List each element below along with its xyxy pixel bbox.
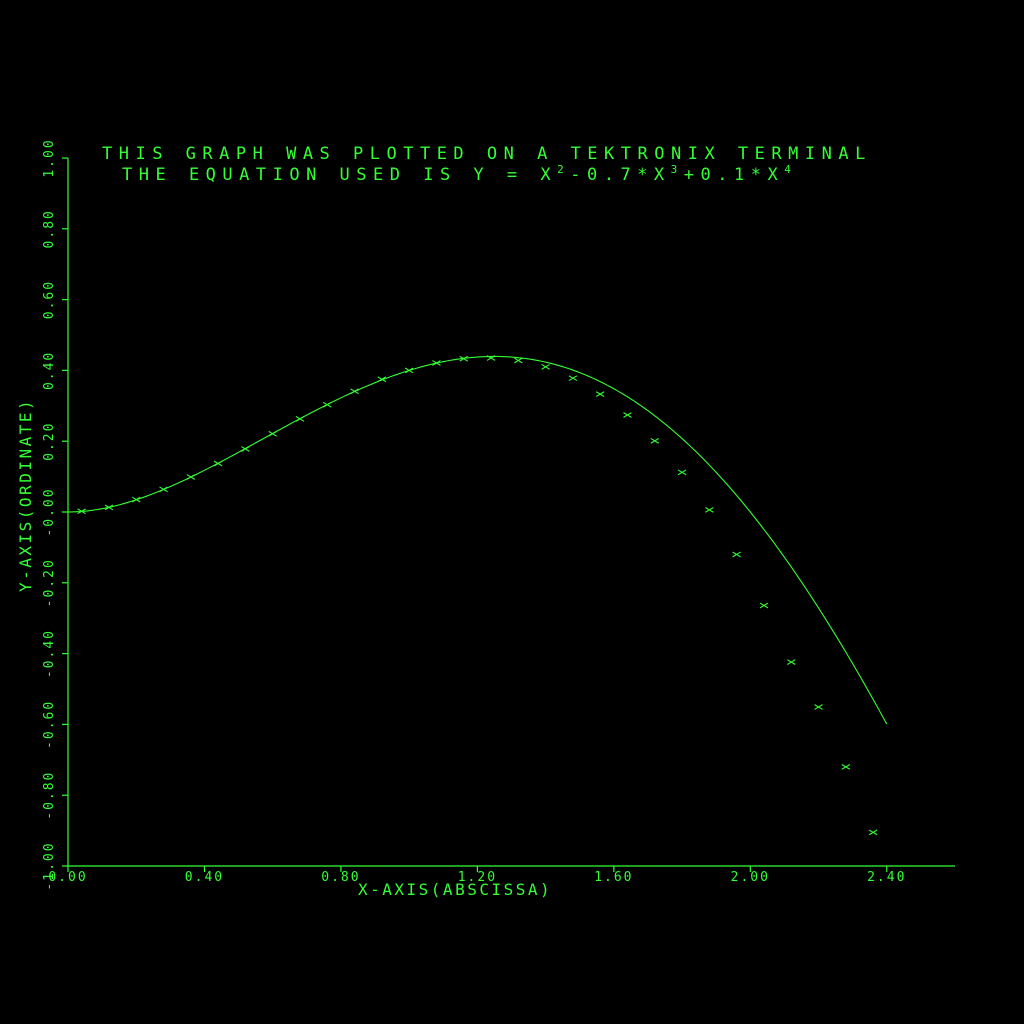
data-point-marker	[568, 375, 578, 382]
x-tick-label: 1.20	[458, 870, 497, 885]
y-axis-label: Y-AXIS(ORDINATE)	[16, 398, 35, 592]
y-tick-label: 0.20	[42, 422, 57, 461]
y-ticks: -1.00 -0.80 -0.60 -0.40 -0.20 -0.00 0.20 0.40 0.…	[42, 138, 68, 891]
data-point-marker	[322, 401, 332, 408]
data-point-marker	[868, 829, 878, 836]
data-point-marker	[623, 412, 632, 418]
y-tick-label: 0.80	[42, 209, 57, 248]
y-tick-label: -0.00	[42, 487, 57, 536]
x-tick-label: 0.40	[185, 870, 224, 885]
data-point-marker	[404, 367, 414, 374]
data-point-marker	[650, 437, 660, 444]
data-point-marker	[541, 363, 550, 370]
data-point-marker	[241, 446, 250, 452]
subtitle-exponent-1: 2	[557, 163, 570, 176]
subtitle-exponent-3: 4	[784, 163, 797, 176]
data-point-marker	[814, 704, 823, 710]
chart-subtitle: THE EQUATION USED IS Y = X2-0.7*X3+0.1*X…	[122, 163, 797, 185]
series-curve	[67, 355, 888, 725]
data-point-marker	[841, 764, 851, 770]
data-point-marker	[268, 430, 277, 437]
y-tick-label: -1.00	[42, 841, 57, 890]
data-point-marker	[595, 391, 605, 397]
data-point-marker	[77, 508, 86, 515]
y-tick-label: -0.60	[42, 700, 57, 749]
x-tick-label: 2.40	[867, 870, 906, 885]
data-point-marker	[459, 355, 469, 362]
x-tick-label: 2.00	[731, 870, 770, 885]
data-point-marker	[131, 496, 141, 503]
y-tick-label: -0.80	[42, 771, 57, 820]
chart-title: THIS GRAPH WAS PLOTTED ON A TEKTRONIX TE…	[102, 144, 872, 164]
y-tick-label: 0.60	[42, 280, 57, 319]
data-point-marker	[759, 602, 769, 609]
data-point-marker	[213, 460, 223, 467]
x-ticks: 0.00 0.40 0.80 1.20 1.60 2.00 2.40	[48, 866, 906, 885]
data-point-marker	[732, 551, 741, 558]
subtitle-text-2: -0.7*X	[570, 165, 670, 185]
data-point-marker	[486, 355, 496, 361]
x-tick-label: 0.80	[321, 870, 360, 885]
data-point-marker	[104, 504, 114, 511]
data-point-marker	[677, 469, 687, 476]
subtitle-text-1: THE EQUATION USED IS Y = X	[122, 165, 557, 185]
subtitle-text-3: +0.1*X	[684, 165, 784, 185]
data-point-marker	[350, 388, 359, 395]
y-tick-label: 1.00	[42, 138, 57, 177]
subtitle-exponent-2: 3	[671, 163, 684, 176]
x-tick-label: 1.60	[594, 870, 633, 885]
data-point-marker	[432, 360, 441, 366]
data-point-marker	[186, 474, 196, 480]
series-markers	[77, 355, 878, 836]
data-point-marker	[514, 357, 523, 364]
y-tick-label: -0.40	[42, 629, 57, 678]
data-point-marker	[159, 486, 168, 493]
data-point-marker	[377, 376, 387, 383]
y-tick-label: 0.40	[42, 351, 57, 390]
data-point-marker	[786, 659, 796, 665]
y-tick-label: -0.20	[42, 558, 57, 607]
data-point-marker	[295, 416, 305, 422]
data-point-marker	[705, 507, 714, 513]
x-tick-label: 0.00	[48, 870, 87, 885]
x-axis-label: X-AXIS(ABSCISSA)	[358, 880, 552, 899]
